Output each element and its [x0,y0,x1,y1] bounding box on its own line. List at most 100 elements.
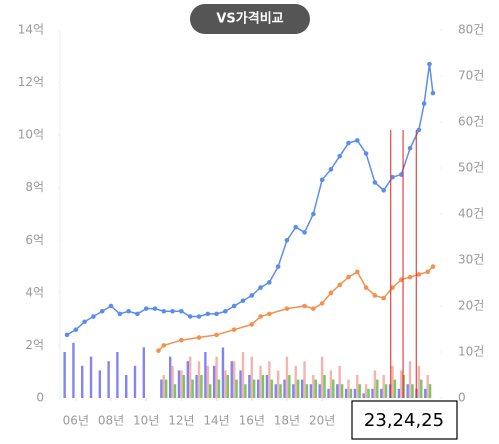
price-point [346,140,351,146]
price-point [258,314,263,319]
x-tick-label: 10년 [133,414,159,428]
count-bar [362,393,365,398]
y-tick-label: 8억 [25,180,44,194]
count-bar [276,370,280,398]
count-bar [373,370,377,398]
price-point [135,311,140,317]
count-bar [116,352,119,398]
count-bar [340,384,344,398]
count-bar [125,375,128,398]
count-bar [98,370,102,398]
count-bar [312,375,315,398]
price-point [196,314,202,319]
y2-tick-label: 40건 [458,207,484,221]
count-bar [323,375,326,398]
price-point [156,348,161,353]
count-bar [197,361,201,398]
price-point [425,269,430,275]
x-tick-label: 12년 [168,414,194,428]
price-point [82,319,87,325]
price-point [126,308,131,314]
price-point [355,138,360,143]
count-bar [259,365,262,398]
price-point [73,327,79,332]
price-point [108,303,114,309]
compare-button-label[interactable]: VS가격비교 [216,12,283,27]
price-point [416,272,422,277]
count-bar [232,361,236,398]
count-bar [406,384,409,398]
count-bar [349,388,353,398]
price-point [284,237,290,243]
count-bar [314,379,317,398]
count-bar [305,384,309,398]
price-point [161,343,167,348]
count-bar [217,379,221,398]
price-point [231,327,237,332]
count-bar [318,384,321,398]
count-bar [239,370,242,398]
count-bar [393,379,397,398]
count-bar [180,370,183,398]
count-bar [382,375,385,398]
y2-tick-label: 60건 [458,115,484,129]
count-bar [244,384,247,398]
count-bar [411,384,414,398]
count-bar [329,370,333,398]
count-bar [160,379,163,398]
count-bar [380,388,383,398]
y2-tick-label: 70건 [458,69,484,83]
count-bar [72,342,75,398]
price-point [363,285,369,290]
price-point [302,303,307,309]
price-point [390,285,395,290]
x-tick-label: 20년 [309,414,335,428]
price-point [293,224,299,230]
y2-tick-label: 50건 [458,161,484,175]
count-bar [292,384,295,398]
price-point [416,127,422,133]
price-point [267,311,272,317]
count-bar [248,375,251,398]
y2-tick-label: 20건 [458,299,484,313]
price-point [372,180,378,185]
price-point [381,188,387,193]
count-bar [338,365,341,398]
count-bar [303,361,306,398]
price-point [161,308,167,314]
y-tick-label: 14억 [18,23,44,37]
y2-tick-label: 80건 [458,23,484,37]
price-point [363,151,369,156]
annotation: 23,24,25 [364,410,444,431]
count-bar [358,384,361,398]
count-bar [182,375,185,398]
price-point [152,306,158,311]
count-bar [424,388,427,398]
count-bar [417,365,421,398]
price-point [328,290,334,296]
price-point [258,285,263,290]
price-point [328,167,334,172]
price-point [398,172,404,177]
count-bar [327,388,330,398]
count-bar [200,375,203,398]
count-bar [268,361,271,398]
count-bar [224,370,227,398]
count-bar [270,379,273,398]
count-bar [376,379,379,398]
price-point [223,308,228,314]
price-point [311,306,316,311]
count-bar [367,388,370,398]
price-point [64,332,70,338]
y-tick-label: 2억 [25,338,44,352]
count-bar [107,361,110,398]
count-bar [296,379,300,398]
price-point [117,311,123,317]
compare-button[interactable] [190,4,310,34]
count-bar [195,375,198,398]
price-point [381,295,387,301]
count-bar [186,361,189,398]
price-point [179,308,184,314]
price-point [372,293,378,298]
